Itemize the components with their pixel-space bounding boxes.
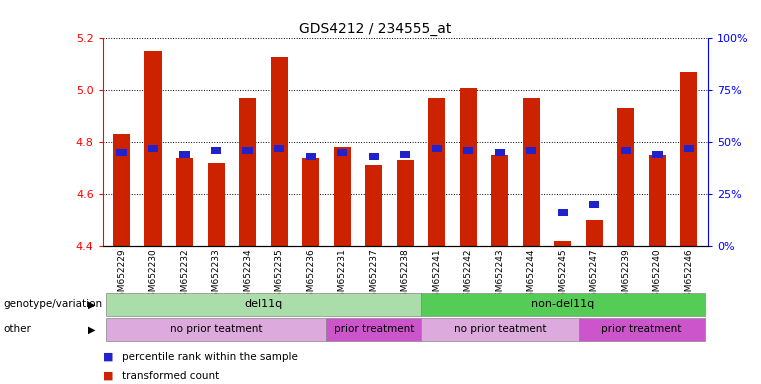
Bar bbox=[116, 149, 127, 156]
Text: GSM652235: GSM652235 bbox=[275, 248, 284, 303]
FancyBboxPatch shape bbox=[421, 293, 705, 316]
Bar bbox=[243, 147, 253, 154]
Bar bbox=[463, 147, 473, 154]
FancyBboxPatch shape bbox=[578, 318, 705, 341]
FancyBboxPatch shape bbox=[326, 318, 421, 341]
FancyBboxPatch shape bbox=[106, 318, 326, 341]
Bar bbox=[270, 56, 288, 246]
Text: GSM652239: GSM652239 bbox=[621, 248, 630, 303]
FancyBboxPatch shape bbox=[106, 293, 421, 316]
Bar bbox=[652, 151, 663, 158]
Text: prior treatment: prior treatment bbox=[601, 324, 682, 334]
Text: ▶: ▶ bbox=[88, 299, 95, 310]
Text: GSM652236: GSM652236 bbox=[306, 248, 315, 303]
Bar bbox=[274, 145, 285, 152]
Text: GSM652242: GSM652242 bbox=[463, 248, 473, 303]
Bar bbox=[554, 241, 572, 246]
Bar bbox=[368, 153, 379, 160]
Text: percentile rank within the sample: percentile rank within the sample bbox=[122, 351, 298, 362]
Bar bbox=[305, 153, 316, 160]
Text: GSM652246: GSM652246 bbox=[684, 248, 693, 303]
Text: GSM652243: GSM652243 bbox=[495, 248, 505, 303]
Text: prior treatment: prior treatment bbox=[333, 324, 414, 334]
Bar bbox=[211, 147, 221, 154]
Title: GDS4212 / 234555_at: GDS4212 / 234555_at bbox=[299, 22, 451, 36]
Bar bbox=[648, 155, 666, 246]
Text: GSM652240: GSM652240 bbox=[653, 248, 662, 303]
Text: ▶: ▶ bbox=[88, 324, 95, 334]
Bar bbox=[586, 220, 603, 246]
Bar bbox=[208, 163, 224, 246]
Text: other: other bbox=[4, 324, 32, 334]
Text: GSM652237: GSM652237 bbox=[369, 248, 378, 303]
Text: ■: ■ bbox=[103, 351, 113, 362]
Bar bbox=[400, 151, 410, 158]
Bar bbox=[365, 166, 382, 246]
Bar bbox=[491, 155, 508, 246]
Bar bbox=[396, 160, 414, 246]
Text: GSM652229: GSM652229 bbox=[117, 248, 126, 303]
Text: GSM652234: GSM652234 bbox=[244, 248, 252, 303]
Text: GSM652238: GSM652238 bbox=[401, 248, 409, 303]
Bar bbox=[683, 145, 694, 152]
Bar bbox=[148, 145, 158, 152]
Text: del11q: del11q bbox=[244, 299, 282, 310]
Text: GSM652230: GSM652230 bbox=[148, 248, 158, 303]
Text: non-del11q: non-del11q bbox=[531, 299, 594, 310]
Bar bbox=[680, 72, 698, 246]
Text: GSM652231: GSM652231 bbox=[338, 248, 347, 303]
Bar bbox=[460, 88, 477, 246]
Text: no prior teatment: no prior teatment bbox=[454, 324, 546, 334]
Bar bbox=[337, 149, 348, 156]
Text: transformed count: transformed count bbox=[122, 371, 219, 381]
Text: ■: ■ bbox=[103, 371, 113, 381]
Text: GSM652245: GSM652245 bbox=[559, 248, 567, 303]
FancyBboxPatch shape bbox=[421, 318, 578, 341]
Bar bbox=[113, 134, 130, 246]
Bar bbox=[145, 51, 162, 246]
Bar bbox=[495, 149, 505, 156]
Bar bbox=[558, 209, 568, 216]
Bar bbox=[180, 151, 189, 158]
Bar bbox=[428, 98, 445, 246]
Text: no prior teatment: no prior teatment bbox=[170, 324, 263, 334]
Bar bbox=[621, 147, 631, 154]
Bar bbox=[239, 98, 256, 246]
Bar bbox=[526, 147, 537, 154]
Text: GSM652247: GSM652247 bbox=[590, 248, 599, 303]
Bar bbox=[589, 201, 600, 207]
Text: GSM652244: GSM652244 bbox=[527, 248, 536, 303]
Bar bbox=[302, 158, 320, 246]
Bar bbox=[617, 108, 635, 246]
Text: GSM652232: GSM652232 bbox=[180, 248, 189, 303]
Text: genotype/variation: genotype/variation bbox=[4, 299, 103, 310]
Bar bbox=[176, 158, 193, 246]
Bar bbox=[431, 145, 442, 152]
Bar bbox=[523, 98, 540, 246]
Bar bbox=[333, 147, 351, 246]
Text: GSM652233: GSM652233 bbox=[212, 248, 221, 303]
Text: GSM652241: GSM652241 bbox=[432, 248, 441, 303]
